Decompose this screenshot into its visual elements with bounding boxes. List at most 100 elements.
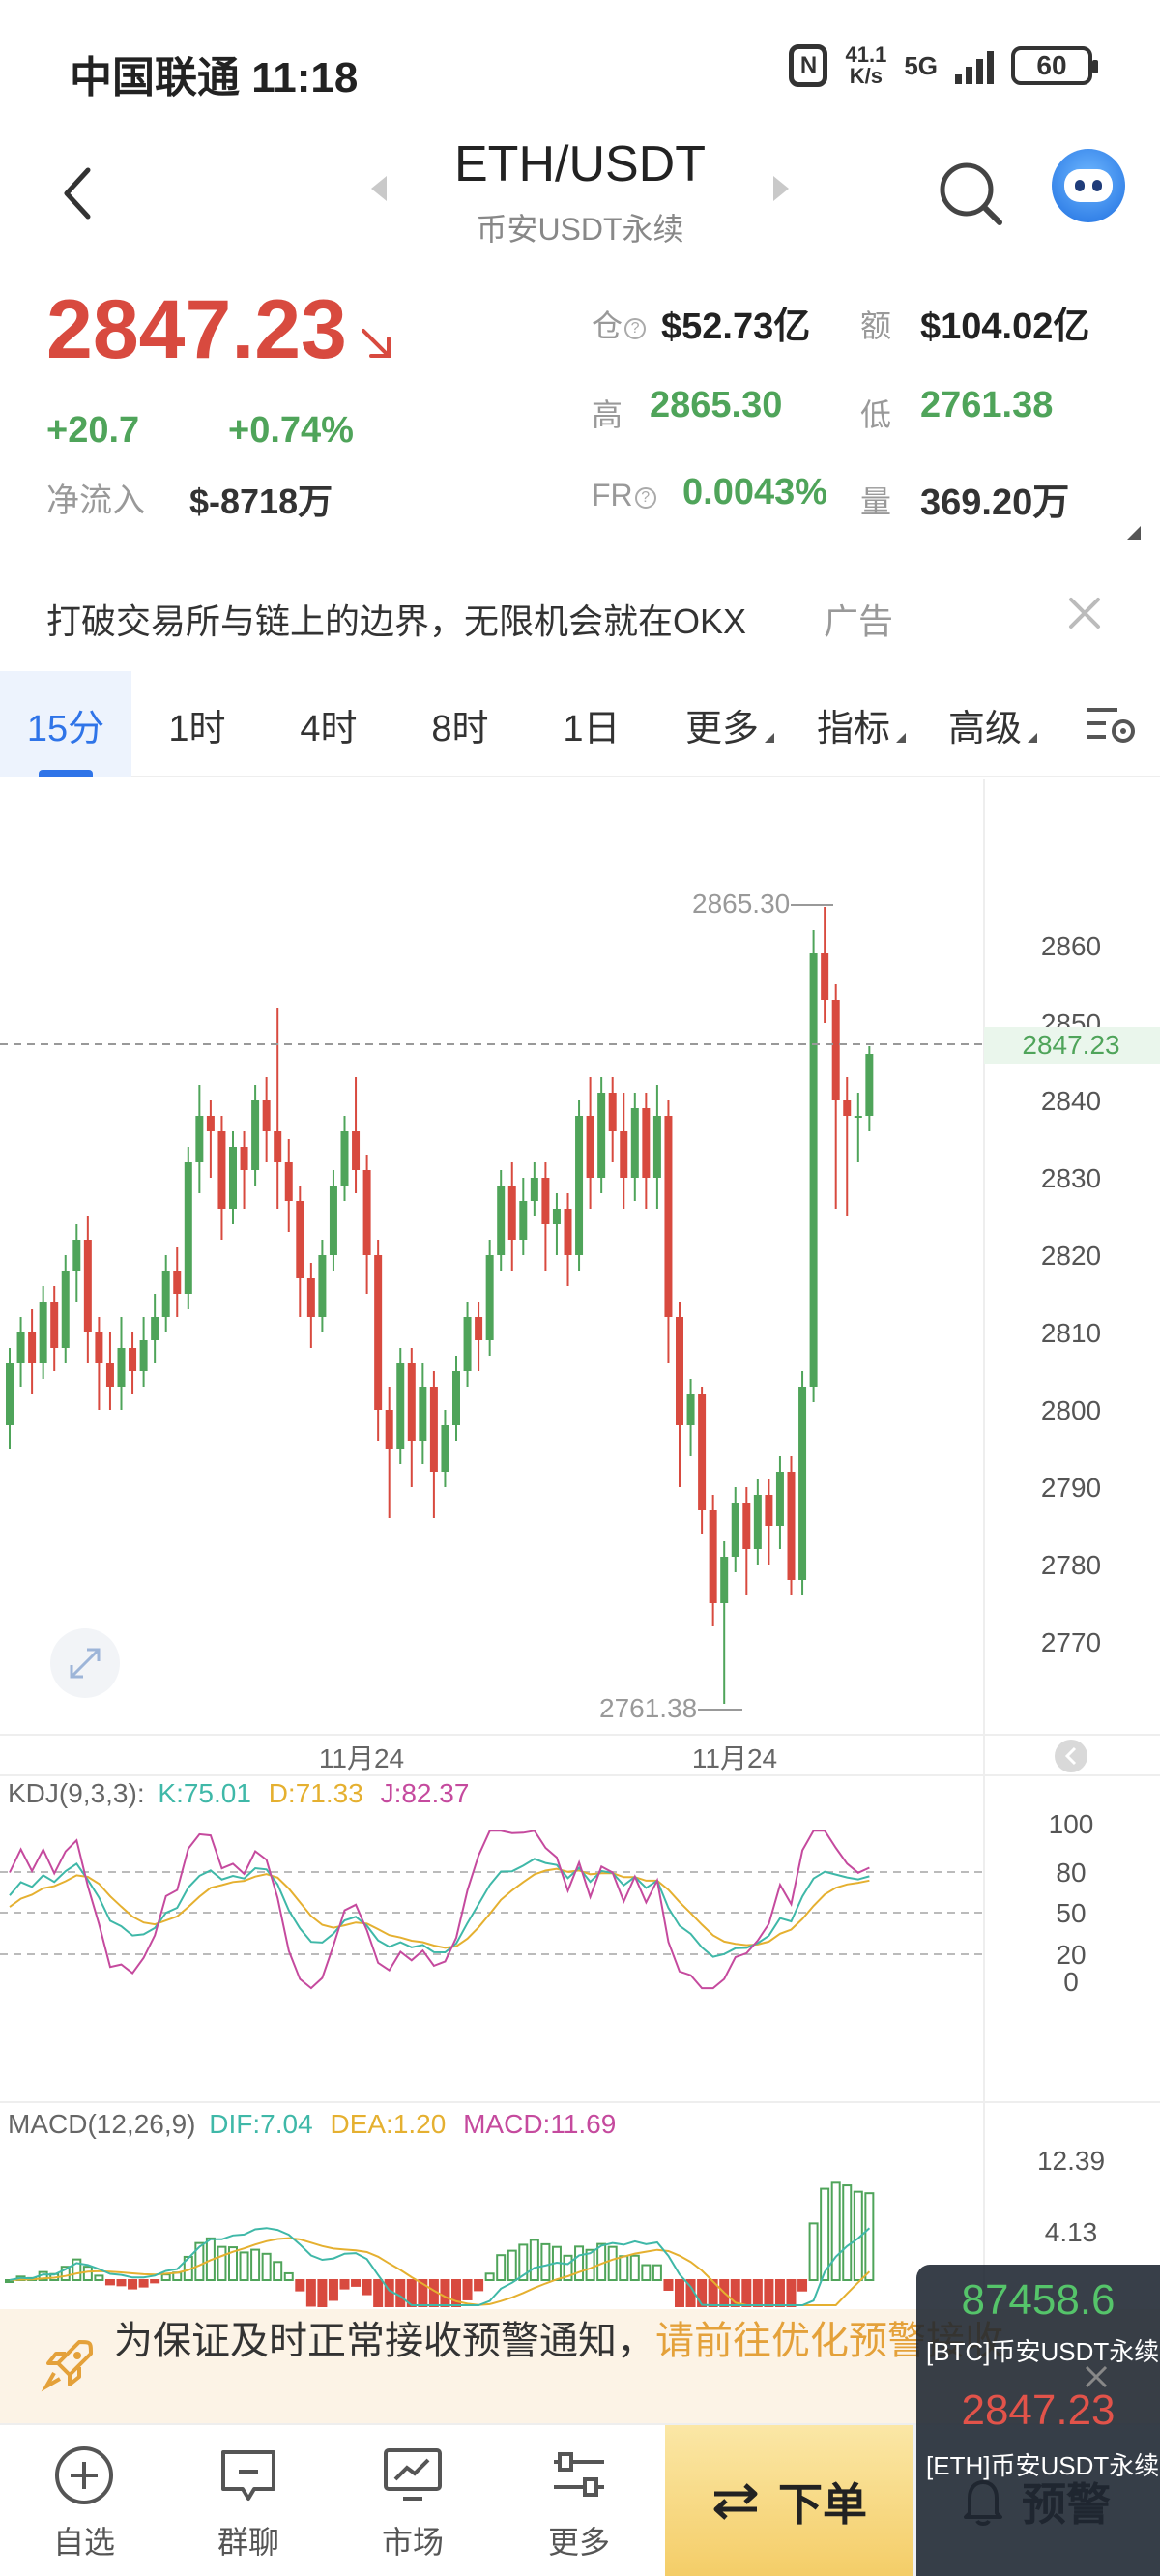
candle-body — [664, 1116, 673, 1317]
candle-body — [552, 1209, 561, 1224]
prev-pair-icon[interactable] — [367, 174, 391, 203]
tab-8h[interactable]: 8时 — [431, 708, 489, 749]
tab-1d[interactable]: 1日 — [563, 708, 621, 749]
macd-bar — [808, 2222, 819, 2282]
tab-15m[interactable]: 15分 — [0, 671, 131, 777]
btc-name: [BTC]币安USDT永续 — [926, 2337, 1160, 2366]
macd-bar — [629, 2254, 640, 2282]
price-change-abs: +20.7 — [46, 410, 140, 451]
candle-body — [28, 1332, 37, 1363]
turnover-label: 额 — [860, 308, 892, 343]
macd-bar — [764, 2279, 774, 2307]
candle-body — [865, 1054, 874, 1116]
tab-advanced[interactable]: 高级 — [930, 671, 1056, 777]
candle-body — [843, 1100, 852, 1116]
battery-icon: 60 — [1011, 46, 1098, 85]
candle-body — [340, 1131, 349, 1186]
candle-body — [362, 1170, 371, 1255]
chart-settings-icon — [1087, 708, 1135, 743]
eth-price: 2847.23 — [961, 2386, 1116, 2434]
network-type: 5G — [904, 50, 938, 80]
kdj-j-value: J:82.37 — [381, 1778, 470, 1808]
net-speed-unit: K/s — [849, 64, 884, 88]
pair-title[interactable]: ETH/USDT — [454, 136, 706, 192]
macd-bar — [82, 2266, 93, 2281]
back-button[interactable] — [48, 155, 106, 232]
nav-more[interactable]: 更多 — [516, 2443, 642, 2568]
candle-body — [419, 1387, 427, 1441]
nav-market[interactable]: 市场 — [350, 2443, 476, 2568]
tab-1h[interactable]: 1时 — [168, 708, 226, 749]
netflow-label: 净流入 — [46, 483, 145, 519]
macd-bar — [685, 2279, 696, 2307]
candle-body — [809, 953, 818, 1387]
chevron-left-icon — [64, 167, 91, 220]
candle-body — [508, 1186, 516, 1240]
candle-body — [50, 1302, 59, 1348]
candle-body — [753, 1495, 762, 1549]
candle-body — [497, 1186, 506, 1255]
market-monitor-icon — [384, 2448, 442, 2501]
tab-4h[interactable]: 4时 — [300, 708, 358, 749]
y-tick-2860: 2860 — [1041, 931, 1101, 961]
kdj-j-line — [9, 1830, 870, 1990]
interval-tabs: 15分 1时 4时 8时 1日 更多 指标 高级 — [0, 671, 1160, 777]
ad-text[interactable]: 打破交易所与链上的边界，无限机会就在OKX — [46, 601, 747, 641]
macd-dif-line — [9, 2227, 871, 2306]
scroll-to-latest-icon[interactable] — [1055, 1740, 1088, 1772]
nav-watchlist[interactable]: 自选 — [21, 2443, 147, 2568]
candle-body — [151, 1317, 160, 1340]
y-tick-2800: 2800 — [1041, 1395, 1101, 1425]
close-icon[interactable] — [1081, 2361, 1112, 2392]
tab-more[interactable]: 更多 — [667, 671, 793, 777]
funding-rate-value: 0.0043% — [682, 472, 828, 512]
macd-value: MACD:11.69 — [463, 2109, 616, 2139]
nav-chat[interactable]: 群聊 — [186, 2443, 311, 2568]
macd-bar — [94, 2274, 104, 2282]
candle-body — [642, 1108, 651, 1178]
assistant-robot-icon[interactable] — [1052, 149, 1125, 222]
candle-body — [39, 1302, 47, 1363]
chart-settings-button[interactable] — [1067, 671, 1154, 777]
open-interest-label[interactable]: 仓? — [592, 302, 647, 346]
btc-price: 87458.6 — [961, 2276, 1116, 2324]
macd-bar — [451, 2279, 461, 2307]
search-icon[interactable] — [932, 155, 1009, 232]
kline-chart[interactable]: 2860 2850 2840 2830 2820 2810 2800 2790 2780 2770… — [0, 779, 1160, 2307]
funding-rate-label[interactable]: FR? — [592, 478, 656, 513]
macd-legend: MACD(12,26,9) DIF:7.04 DEA:1.20 MACD:11.… — [8, 2109, 616, 2139]
expand-stats-icon[interactable] — [1127, 526, 1141, 540]
last-price: 2847.23 — [46, 283, 347, 376]
order-button[interactable]: 下单 — [665, 2425, 913, 2576]
turnover-value: $104.02亿 — [920, 307, 1090, 347]
macd-bar — [820, 2187, 830, 2282]
macd-bar — [708, 2279, 718, 2307]
close-icon[interactable] — [1063, 592, 1106, 634]
macd-bar — [373, 2279, 384, 2307]
macd-bar — [138, 2279, 149, 2288]
ad-banner[interactable]: 打破交易所与链上的边界，无限机会就在OKX 广告 — [0, 571, 1160, 658]
candle-body — [798, 1387, 807, 1580]
candle-body — [240, 1147, 248, 1170]
macd-bar — [529, 2239, 539, 2282]
candle-body — [262, 1100, 271, 1131]
kline-chart-svg[interactable]: 2860285028402830282028102800279027802770… — [0, 779, 1160, 2307]
candle-body — [218, 1131, 226, 1209]
current-price-tag: 2847.23 — [1022, 1030, 1119, 1060]
candle-body — [139, 1340, 148, 1371]
macd-bar — [104, 2279, 115, 2286]
expand-chart-icon[interactable] — [50, 1628, 120, 1698]
candle-body — [6, 1363, 14, 1425]
macd-bar — [328, 2279, 338, 2301]
tab-indicators[interactable]: 指标 — [798, 671, 924, 777]
next-pair-icon[interactable] — [769, 174, 793, 203]
candle-body — [709, 1510, 717, 1603]
volume-label: 量 — [860, 484, 892, 519]
y-tick-2790: 2790 — [1041, 1473, 1101, 1503]
candle-body — [586, 1116, 594, 1178]
candle-body — [429, 1387, 438, 1472]
floating-ticker[interactable]: 87458.6 [BTC]币安USDT永续 2847.23 [ETH]币安USD… — [916, 2265, 1160, 2576]
chat-icon — [221, 2450, 276, 2501]
macd-label: MACD(12,26,9) — [8, 2109, 196, 2139]
candle-body — [72, 1240, 81, 1271]
